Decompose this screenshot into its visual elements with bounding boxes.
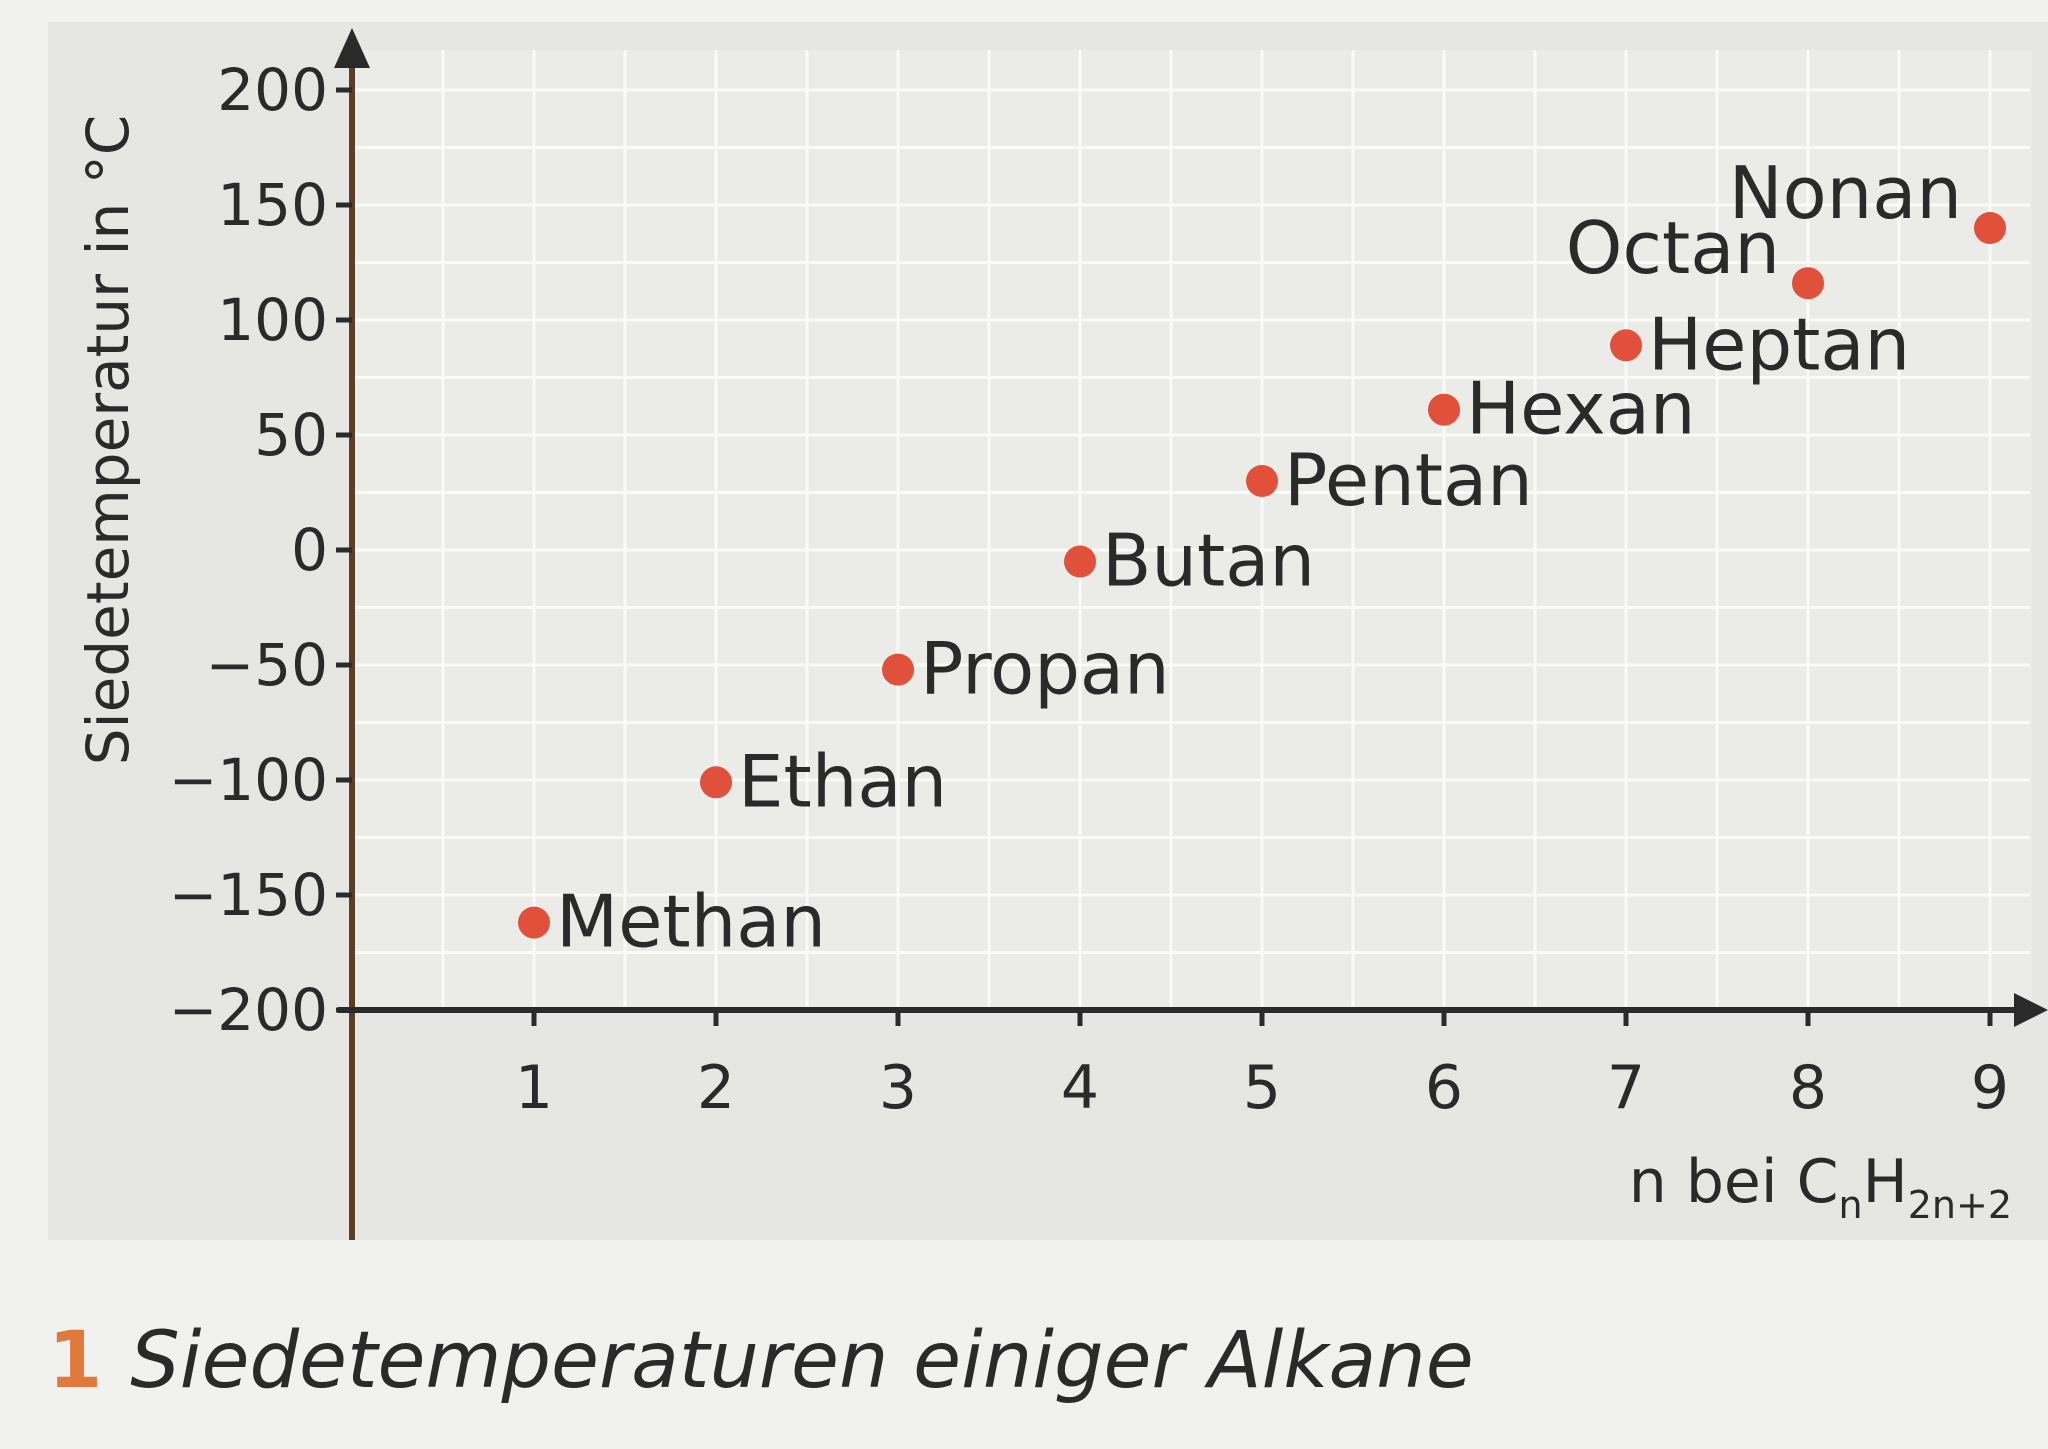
- plot-area: [352, 50, 2032, 1010]
- data-point-label: Pentan: [1284, 438, 1533, 522]
- y-tick-label: 50: [254, 401, 328, 469]
- data-point: [1064, 545, 1096, 578]
- x-axis-label-sub2: 2n+2: [1908, 1183, 2012, 1227]
- figure-caption-block: 1 Siedetemperaturen einiger Alkane: [48, 1322, 1474, 1400]
- x-ticks: 1 2 3 4 5 6 7 8 9: [515, 1010, 2009, 1123]
- data-point-label: Ethan: [738, 739, 947, 823]
- data-point-label: Methan: [556, 880, 826, 964]
- x-tick-label: 2: [697, 1053, 735, 1123]
- x-axis-label-main: n bei C: [1629, 1147, 1839, 1217]
- y-tick-label: −150: [169, 861, 328, 929]
- x-tick-label: 7: [1607, 1053, 1645, 1123]
- data-point-label: Butan: [1102, 519, 1315, 603]
- data-point-label: Propan: [920, 627, 1170, 711]
- data-point-label: Octan: [1566, 206, 1780, 290]
- x-tick-label: 1: [515, 1053, 553, 1123]
- data-point-label: Hexan: [1466, 367, 1696, 451]
- x-axis-arrow: [2014, 993, 2048, 1027]
- data-point-label: Heptan: [1648, 302, 1910, 386]
- y-tick-label: 150: [217, 171, 328, 239]
- data-point: [1792, 267, 1824, 300]
- axes: [334, 28, 2048, 1240]
- data-point: [1246, 465, 1278, 497]
- y-axis-label: Siedetemperatur in °C: [74, 115, 142, 766]
- x-axis-label-mid: H: [1863, 1147, 1908, 1217]
- x-tick-label: 6: [1425, 1053, 1463, 1123]
- figure-caption: Siedetemperaturen einiger Alkane: [130, 1316, 1474, 1406]
- figure-number: 1: [48, 1316, 103, 1406]
- data-point: [1610, 329, 1642, 362]
- data-point: [882, 653, 914, 686]
- x-axis-label-sub1: n: [1839, 1183, 1863, 1227]
- x-tick-label: 8: [1789, 1053, 1827, 1123]
- data-point-label: Nonan: [1729, 151, 1962, 235]
- y-tick-label: 0: [291, 516, 328, 584]
- x-tick-label: 3: [879, 1053, 917, 1123]
- x-tick-label: 9: [1971, 1053, 2009, 1123]
- y-tick-label: −50: [206, 631, 328, 699]
- data-point: [1428, 393, 1460, 426]
- x-axis-label: n bei CnH2n+2: [1629, 1147, 2012, 1227]
- data-point: [700, 766, 732, 799]
- y-tick-label: −100: [169, 746, 328, 814]
- y-tick-label: −200: [169, 976, 328, 1044]
- x-tick-label: 4: [1061, 1053, 1099, 1123]
- y-axis-arrow: [334, 28, 370, 68]
- y-tick-label: 100: [217, 286, 328, 354]
- x-tick-label: 5: [1243, 1053, 1281, 1123]
- y-ticks: 200 150 100 50 0 −50 −100 −150 −200: [169, 56, 352, 1044]
- data-point: [518, 906, 550, 939]
- data-point: [1974, 212, 2006, 244]
- y-tick-label: 200: [217, 56, 328, 124]
- grid: [352, 50, 2030, 1010]
